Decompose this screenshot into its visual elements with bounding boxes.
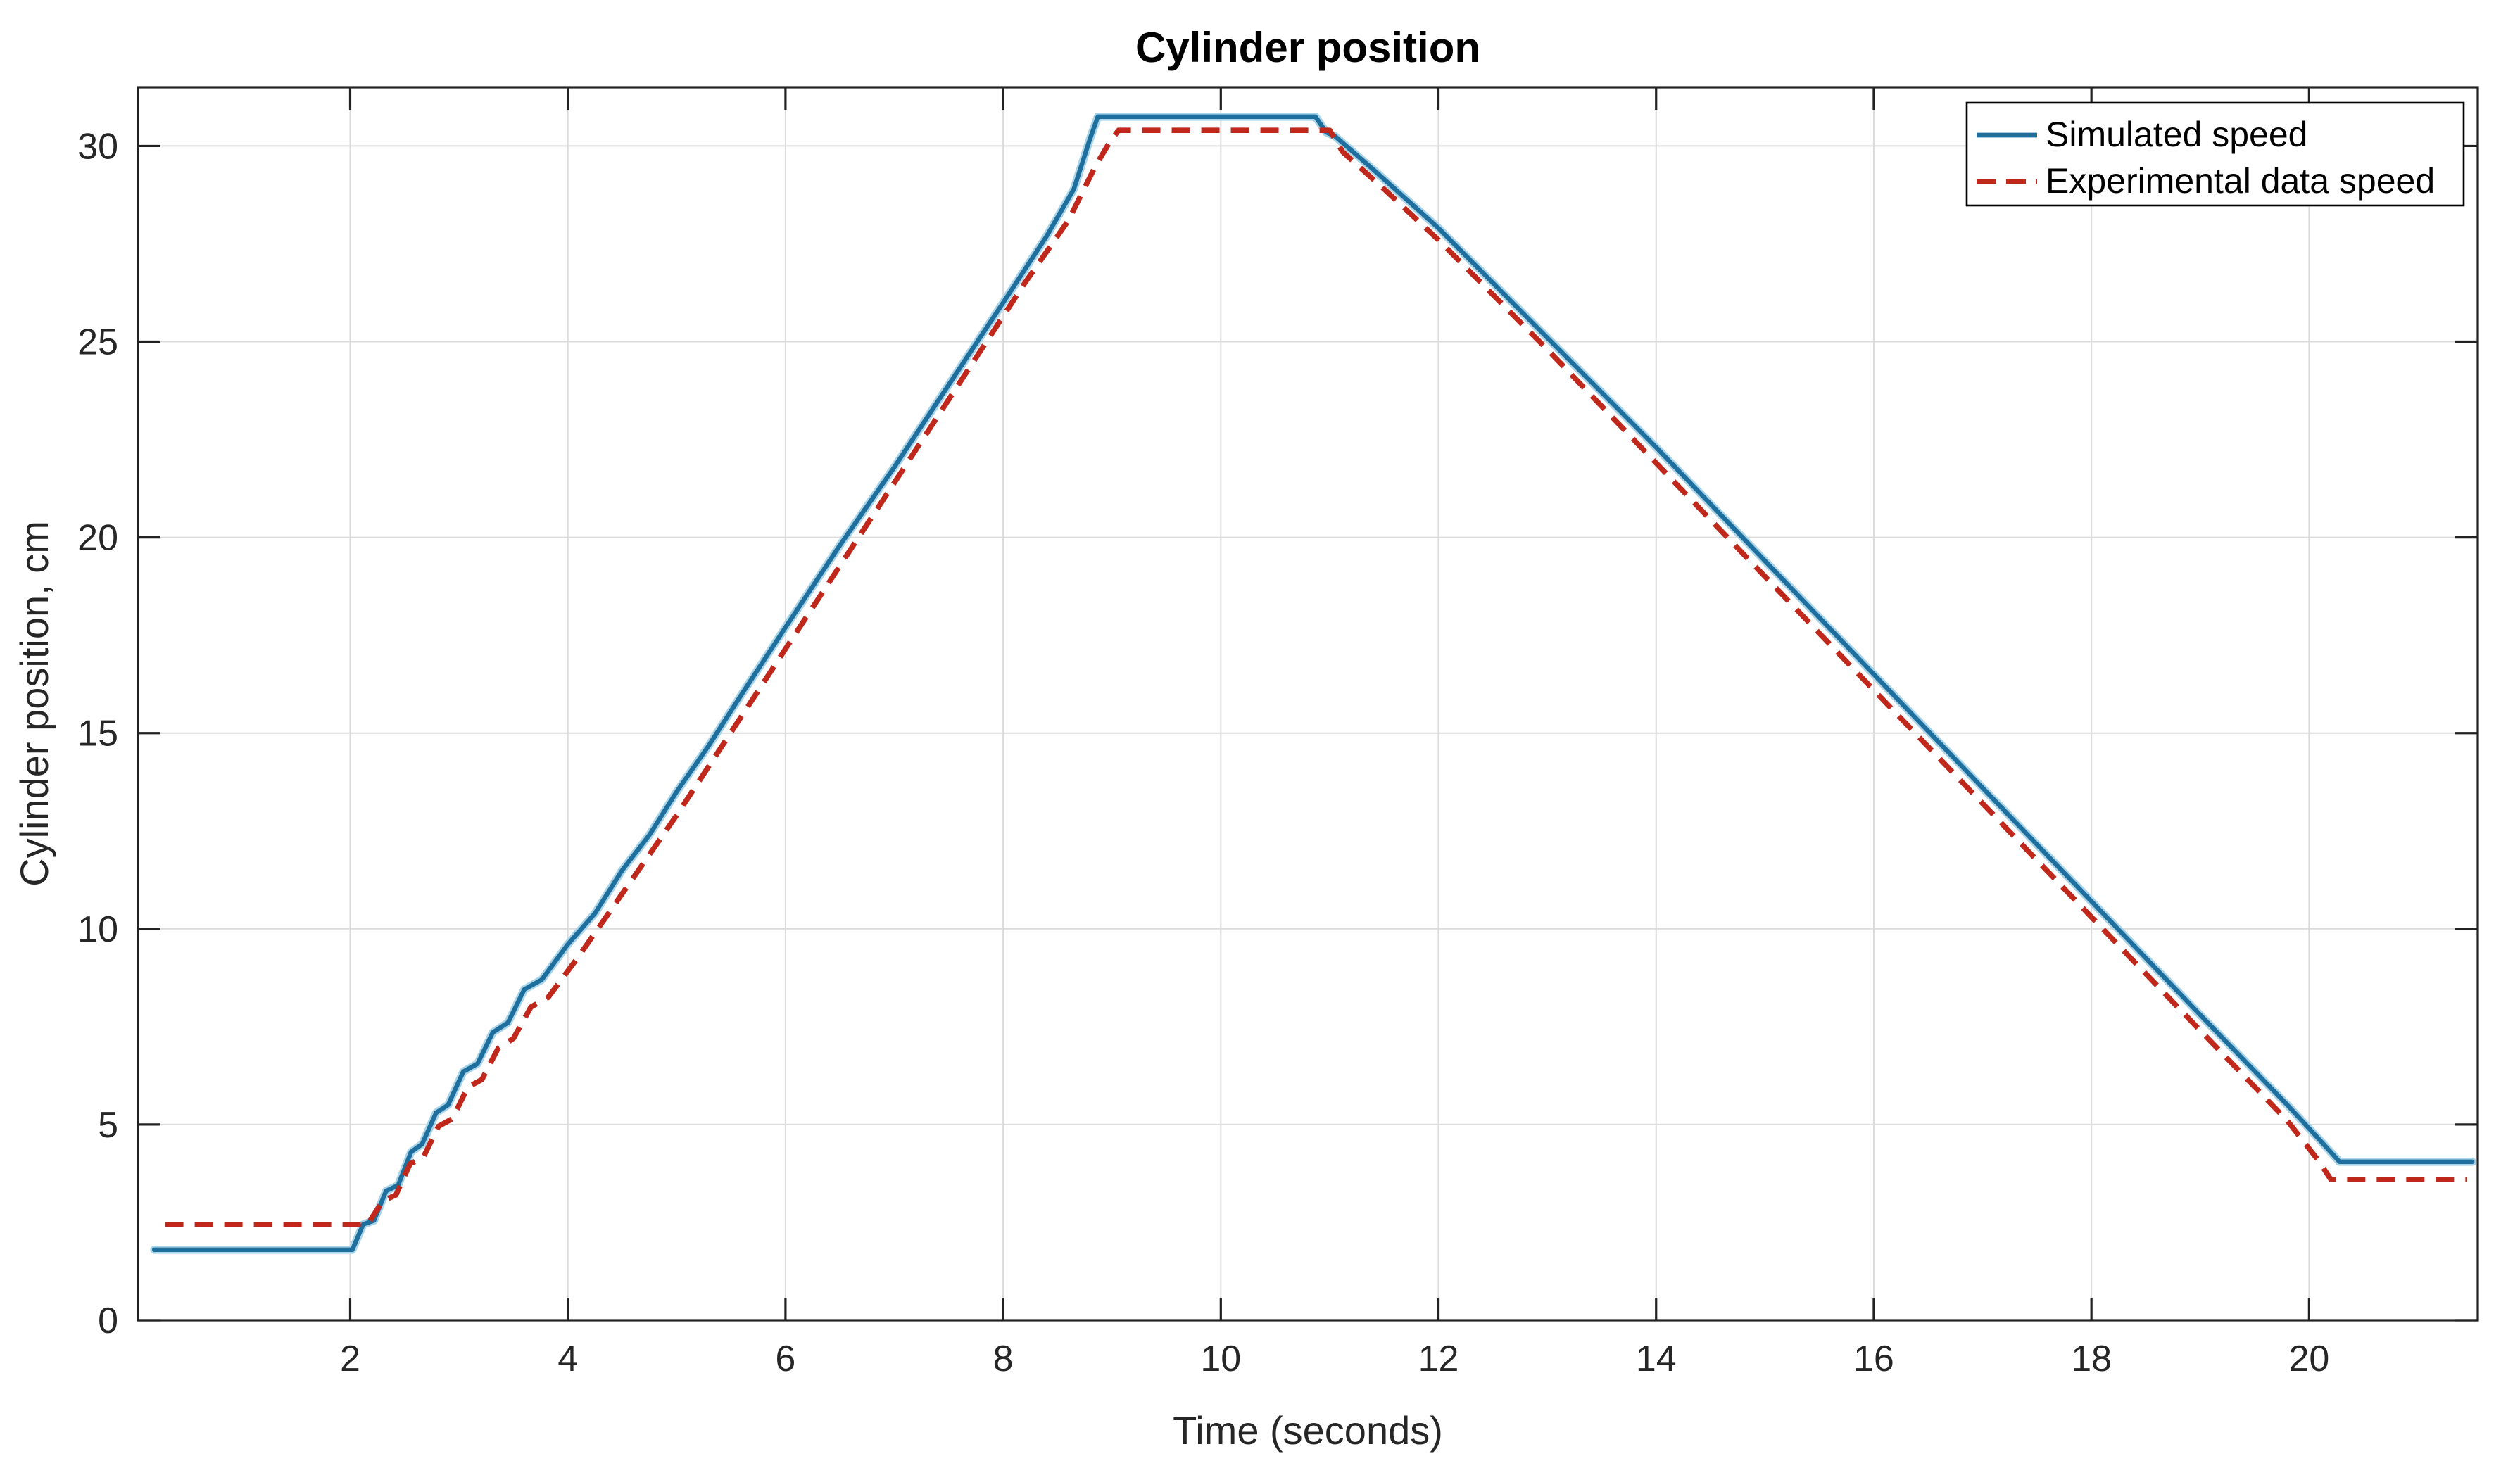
axis-box: [137, 86, 2479, 1322]
y-tick-label: 0: [98, 1301, 118, 1341]
x-tick-label: 6: [775, 1339, 795, 1379]
y-tick-label: 5: [98, 1105, 118, 1146]
legend: Simulated speed Experimental data speed: [1965, 101, 2465, 207]
x-axis-label: Time (seconds): [1173, 1408, 1443, 1453]
y-tick-label: 25: [77, 322, 118, 363]
x-tick-label: 18: [2071, 1339, 2112, 1379]
y-tick-label: 30: [77, 126, 118, 167]
x-tick-label: 20: [2288, 1339, 2329, 1379]
y-tick-label: 10: [77, 909, 118, 950]
tick-marks: [138, 87, 2478, 1322]
x-tick-label: 14: [1636, 1339, 1677, 1379]
chart-title: Cylinder position: [1135, 24, 1480, 71]
y-tick-label: 15: [77, 714, 118, 754]
series-lines: [150, 113, 2476, 1254]
x-tick-label: 10: [1200, 1339, 1241, 1379]
experimental-speed-line: [165, 127, 2467, 1227]
y-tick-label: 20: [77, 518, 118, 559]
x-tick-label: 16: [1853, 1339, 1894, 1379]
simulated-speed-line-halo: [150, 113, 2476, 1254]
gridlines: [138, 87, 2478, 1320]
x-tick-label: 12: [1418, 1339, 1459, 1379]
tick-labels: 2 4 6 8 10 12 14 16 18 20 0 5 10 15 20 25 30: [77, 126, 2329, 1379]
legend-label-simulated: Simulated speed: [2046, 115, 2307, 154]
x-tick-label: 8: [993, 1339, 1014, 1379]
y-axis-label: Cylinder position, cm: [12, 521, 56, 887]
x-tick-label: 2: [340, 1339, 360, 1379]
simulated-speed-line: [151, 114, 2475, 1253]
legend-label-experimental: Experimental data speed: [2046, 161, 2435, 201]
legend-box: [1965, 101, 2465, 207]
x-tick-label: 4: [557, 1339, 578, 1379]
